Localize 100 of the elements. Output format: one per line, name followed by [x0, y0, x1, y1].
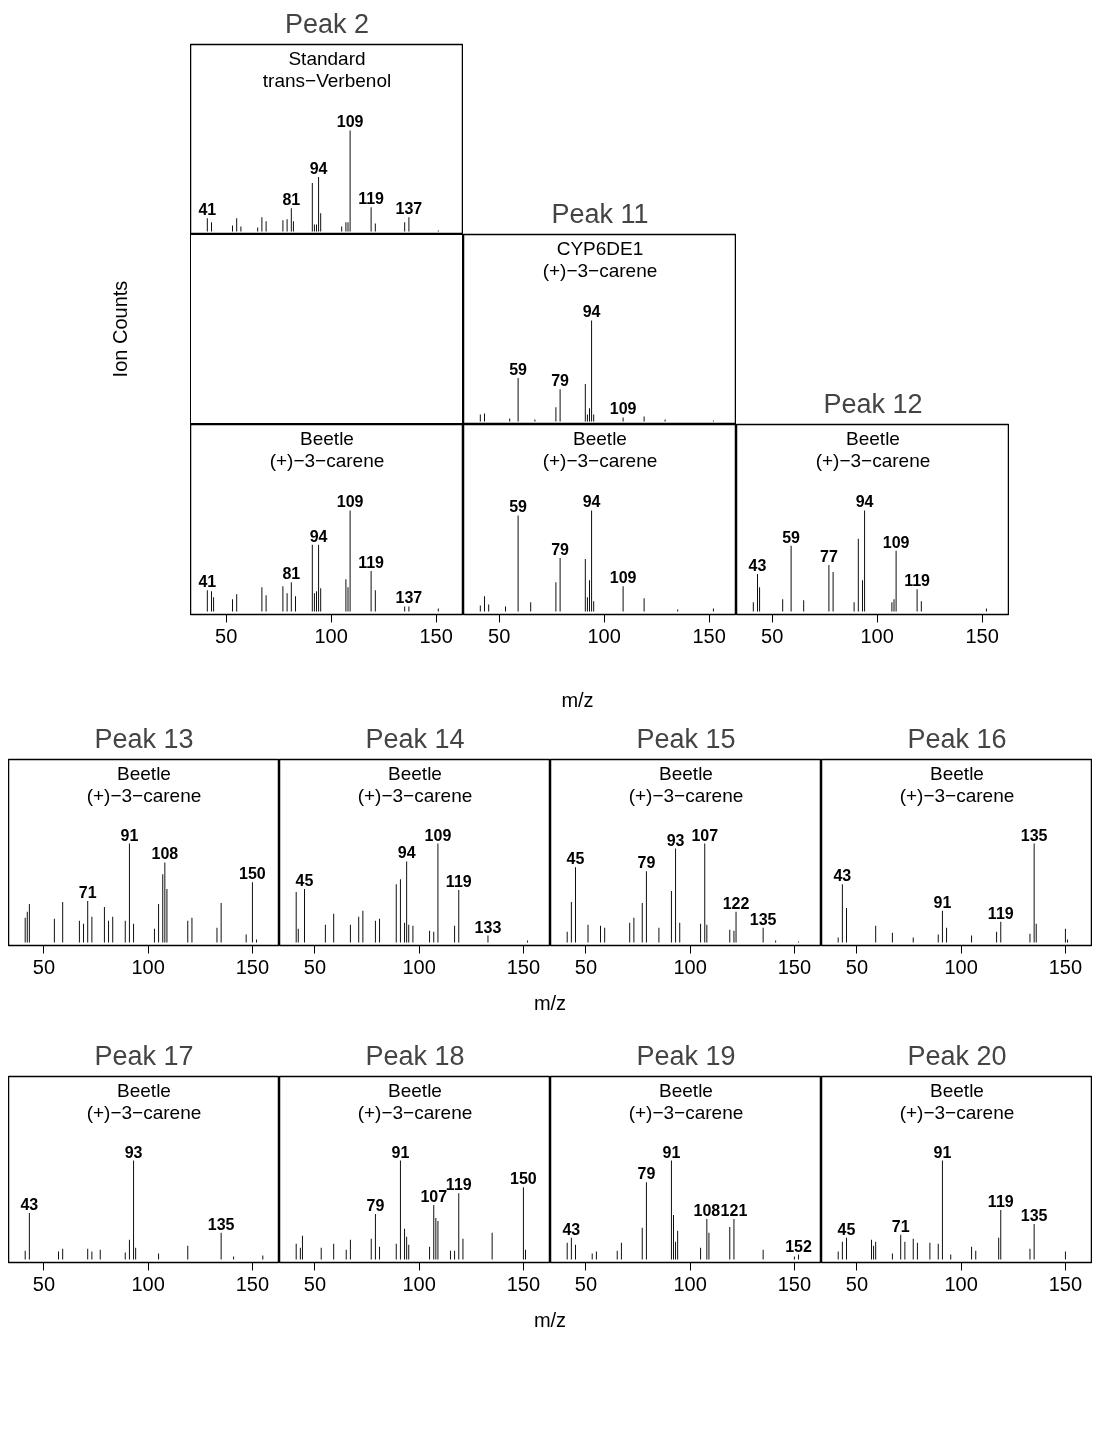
annotation: 94: [582, 493, 601, 511]
x-tick-label: 150: [1048, 955, 1083, 978]
annotation: 135: [207, 1215, 235, 1233]
annotation: 137: [395, 589, 423, 607]
chart-title: Peak 16: [907, 723, 1007, 754]
x-tick-label: 150: [965, 624, 999, 647]
chart-subtitle: Beetle (+)−3−carene: [628, 1079, 744, 1123]
x-tick-label: 50: [574, 1272, 598, 1295]
annotation: 45: [295, 872, 314, 890]
annotation: 119: [904, 572, 931, 590]
x-tick-label: 100: [314, 624, 348, 647]
x-tick-label: 150: [692, 624, 726, 647]
x-tick-label: 100: [131, 1272, 165, 1295]
x-tick-label: 100: [673, 1272, 707, 1295]
annotation: 91: [933, 893, 952, 911]
chart-title: Peak 17: [94, 1040, 194, 1071]
annotation: 79: [637, 854, 656, 872]
annotation: 71: [78, 883, 97, 901]
chart-subtitle: Beetle (+)−3−carene: [357, 1079, 473, 1123]
annotation: 81: [282, 191, 301, 209]
chart-subtitle: Beetle (+)−3−carene: [86, 762, 202, 806]
x-axis-title: m/z: [561, 688, 594, 713]
chart-subtitle: CYP6DE1 (+)−3−carene: [542, 237, 658, 281]
annotation: 133: [474, 918, 502, 936]
x-tick-label: 50: [32, 955, 56, 978]
annotation: 91: [662, 1143, 681, 1161]
x-tick-label: 100: [944, 955, 978, 978]
chart-title: Peak 14: [365, 723, 465, 754]
annotation: 43: [562, 1220, 581, 1238]
chart-title: Peak 20: [907, 1040, 1007, 1071]
annotation: 119: [987, 904, 1014, 922]
annotation: 45: [837, 1220, 856, 1238]
annotation: 109: [882, 533, 910, 551]
annotation: 41: [198, 201, 217, 219]
annotation: 121: [720, 1201, 748, 1219]
x-tick-label: 150: [419, 624, 453, 647]
annotation: 119: [358, 190, 385, 208]
chart-subtitle: Beetle (+)−3−carene: [357, 762, 473, 806]
chart-title: Peak 11: [551, 198, 649, 229]
chart-subtitle: Beetle (+)−3−carene: [269, 427, 385, 471]
x-tick-label: 100: [944, 1272, 978, 1295]
annotation: 107: [691, 826, 719, 844]
x-tick-label: 50: [761, 624, 784, 647]
annotation: 150: [239, 865, 266, 883]
annotation: 137: [395, 200, 423, 218]
annotation: 79: [366, 1197, 385, 1215]
annotation: 59: [509, 498, 528, 516]
chart-subtitle: Beetle (+)−3−carene: [628, 762, 744, 806]
annotation: 109: [609, 569, 637, 587]
x-tick-label: 100: [860, 624, 894, 647]
annotation: 43: [20, 1196, 39, 1214]
annotation: 109: [336, 113, 364, 131]
annotation: 109: [336, 493, 364, 511]
annotation: 150: [510, 1170, 537, 1188]
annotation: 109: [609, 400, 637, 418]
annotation: 41: [198, 573, 217, 591]
x-tick-label: 150: [506, 955, 541, 978]
annotation: 43: [833, 867, 852, 885]
annotation: 79: [637, 1165, 656, 1183]
x-tick-label: 50: [574, 955, 598, 978]
chart-subtitle: Beetle (+)−3−carene: [542, 427, 658, 471]
chart-title: Peak 12: [823, 388, 923, 419]
annotation: 79: [551, 540, 570, 558]
annotation: 94: [309, 527, 328, 545]
x-tick-label: 150: [777, 1272, 812, 1295]
annotation: 94: [397, 844, 416, 862]
annotation: 119: [445, 873, 472, 891]
annotation: 91: [933, 1143, 952, 1161]
chart-title: Peak 18: [365, 1040, 465, 1071]
x-tick-label: 150: [1048, 1272, 1083, 1295]
annotation: 94: [309, 159, 328, 177]
x-tick-label: 50: [32, 1272, 56, 1295]
annotation: 94: [855, 493, 874, 511]
annotation: 119: [358, 554, 385, 572]
annotation: 43: [748, 557, 767, 575]
annotation: 79: [551, 372, 570, 390]
annotation: 135: [1020, 1206, 1048, 1224]
annotation: 71: [891, 1217, 910, 1235]
annotation: 119: [987, 1193, 1014, 1211]
chart-title: Peak 19: [636, 1040, 736, 1071]
annotation: 91: [391, 1143, 410, 1161]
annotation: 135: [749, 910, 777, 928]
chart-subtitle: Beetle (+)−3−carene: [899, 762, 1015, 806]
chart-title: Peak 2: [284, 8, 370, 39]
annotation: 59: [509, 361, 528, 379]
x-tick-label: 150: [506, 1272, 541, 1295]
annotation: 59: [782, 528, 801, 546]
annotation: 45: [566, 850, 585, 868]
x-tick-label: 50: [845, 1272, 869, 1295]
x-axis-title: m/z: [533, 1308, 567, 1333]
chart-subtitle: Beetle (+)−3−carene: [899, 1079, 1015, 1123]
x-tick-label: 50: [488, 624, 511, 647]
annotation: 122: [722, 894, 750, 912]
x-tick-label: 50: [303, 955, 327, 978]
x-tick-label: 100: [402, 955, 436, 978]
x-tick-label: 50: [303, 1272, 327, 1295]
annotation: 91: [120, 826, 139, 844]
chart-subtitle: Beetle (+)−3−carene: [86, 1079, 202, 1123]
annotation: 93: [124, 1143, 143, 1161]
x-tick-label: 150: [235, 955, 270, 978]
